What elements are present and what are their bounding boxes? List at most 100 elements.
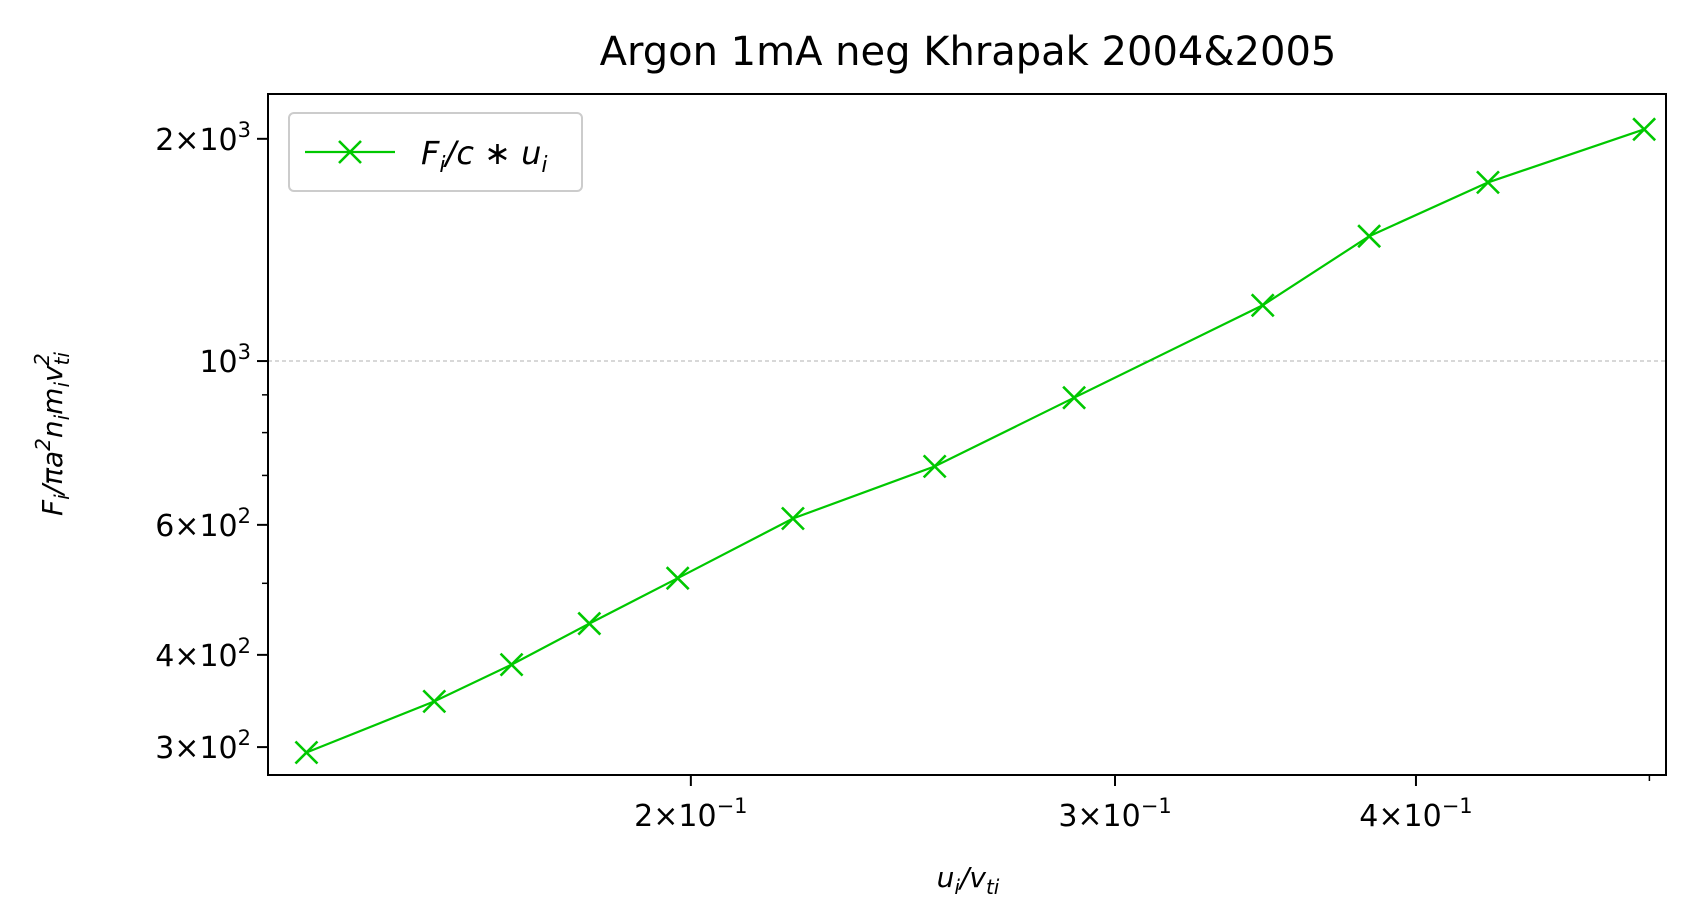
y-tick-label: 3×102	[155, 726, 251, 766]
y-label-sub: i	[50, 494, 74, 500]
tick-mantissa: 6	[155, 509, 174, 544]
marker-stroke	[1476, 170, 1500, 195]
tick-times: ×	[653, 799, 678, 834]
data-point-marker	[294, 740, 319, 765]
y-label-part: F	[36, 499, 69, 516]
x-label-sub: i	[954, 875, 960, 899]
tick-exponent: 3	[238, 118, 251, 142]
series-layer	[294, 117, 1657, 765]
tick-base: 10	[199, 509, 237, 544]
legend-part: u	[521, 134, 541, 172]
data-point-marker	[1632, 117, 1657, 142]
x-tick-label: 2×10−1	[634, 794, 747, 834]
legend-marker	[338, 140, 362, 164]
data-point-marker	[1062, 385, 1087, 410]
marker-stroke	[781, 506, 805, 531]
y-label-sub: i	[50, 414, 74, 420]
data-point-marker	[1250, 293, 1275, 318]
tick-base: 10	[678, 799, 716, 834]
y-tick-label: 103	[199, 340, 251, 380]
tick-mantissa: 2	[155, 123, 174, 158]
marker-stroke	[1062, 385, 1087, 410]
x-label-sub: ti	[986, 875, 1000, 899]
x-label-part: u	[937, 861, 955, 894]
marker-stroke	[499, 652, 524, 677]
data-point-marker	[577, 611, 602, 636]
x-label-part: v	[969, 861, 986, 894]
tick-exponent: −1	[717, 794, 748, 818]
legend-label: Fi/c ∗ ui	[421, 134, 547, 178]
y-label-part: v	[36, 365, 69, 382]
legend-part: F	[421, 134, 440, 172]
y-tick-label: 2×103	[155, 118, 251, 158]
tick-mantissa: 4	[1359, 799, 1378, 834]
tick-base: 10	[199, 639, 237, 674]
y-label-slash: /	[36, 482, 69, 497]
y-tick-label: 4×102	[155, 634, 251, 674]
tick-base: 10	[199, 345, 237, 380]
legend-box	[288, 112, 583, 192]
tick-times: ×	[174, 639, 199, 674]
tick-base: 10	[199, 123, 237, 158]
tick-exponent: −1	[1442, 794, 1473, 818]
marker-stroke	[1250, 293, 1275, 318]
x-tick-label: 3×10−1	[1058, 794, 1171, 834]
marker-stroke	[1357, 224, 1382, 249]
tick-times: ×	[174, 509, 199, 544]
tick-times: ×	[174, 123, 199, 158]
tick-mantissa: 3	[155, 731, 174, 766]
data-point-marker	[922, 454, 947, 479]
ticks-layer: 2×10−1 3×10−1 4×10−13×1024×1026×1021032×10…	[155, 118, 1651, 834]
tick-times: ×	[174, 731, 199, 766]
y-axis-label-text: Fi/πa2nimivti2	[30, 352, 74, 516]
tick-times: ×	[1077, 799, 1102, 834]
tick-exponent: 2	[238, 634, 251, 658]
marker-stroke	[577, 611, 602, 636]
data-point-marker	[499, 652, 524, 677]
y-label-part: n	[36, 420, 69, 438]
marker-stroke	[665, 566, 690, 591]
tick-exponent: 2	[238, 726, 251, 750]
plot-frame	[267, 93, 1667, 776]
y-label-sub: i	[50, 382, 74, 388]
tick-base: 10	[1404, 799, 1442, 834]
marker-stroke	[338, 140, 362, 164]
x-axis-label-text: ui/vti	[937, 861, 1000, 899]
legend-sub: i	[541, 153, 547, 178]
tick-base: 10	[1103, 799, 1141, 834]
data-point-marker	[422, 689, 447, 714]
tick-exponent: −1	[1141, 794, 1172, 818]
marker-stroke	[922, 454, 947, 479]
y-label-part: m	[36, 388, 69, 415]
legend-part: c	[456, 134, 474, 172]
data-point-marker	[1357, 224, 1382, 249]
x-axis-label: ui/vti	[937, 861, 1000, 899]
x-tick-label: 4×10−1	[1359, 794, 1472, 834]
y-label-sup: 2	[31, 438, 55, 451]
y-label-sub: ti	[50, 352, 74, 366]
legend: Fi/c ∗ ui	[288, 112, 583, 192]
tick-exponent: 3	[238, 340, 251, 364]
tick-mantissa: 3	[1058, 799, 1077, 834]
data-point-marker	[781, 506, 805, 531]
legend-slash: /	[443, 134, 460, 172]
legend-op: ∗	[474, 134, 521, 172]
marker-stroke	[294, 740, 319, 765]
y-tick-label: 6×102	[155, 504, 251, 544]
tick-base: 10	[199, 731, 237, 766]
marker-stroke	[1632, 117, 1657, 142]
y-label-sup: 2	[30, 353, 54, 366]
data-point-marker	[1476, 170, 1500, 195]
x-label-slash: /	[957, 861, 972, 894]
legend-sub: i	[439, 153, 445, 178]
chart-title: Argon 1mA neg Khrapak 2004&2005	[600, 29, 1337, 75]
y-label-part: πa	[36, 451, 69, 485]
tick-mantissa: 4	[155, 639, 174, 674]
tick-mantissa: 2	[634, 799, 653, 834]
tick-exponent: 2	[238, 504, 251, 528]
marker-stroke	[422, 689, 447, 714]
y-axis-label: Fi/πa2nimivti2	[30, 352, 74, 516]
data-point-marker	[665, 566, 690, 591]
